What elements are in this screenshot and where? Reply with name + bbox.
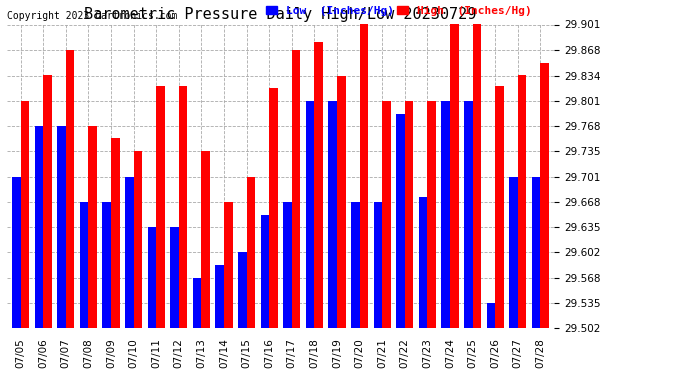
Bar bbox=[396, 114, 405, 328]
Bar bbox=[473, 24, 481, 328]
Bar bbox=[486, 303, 495, 328]
Bar bbox=[292, 50, 300, 328]
Bar bbox=[450, 24, 459, 328]
Bar bbox=[261, 215, 269, 328]
Bar bbox=[179, 86, 188, 328]
Bar bbox=[419, 196, 427, 328]
Bar bbox=[373, 202, 382, 328]
Bar bbox=[464, 100, 473, 328]
Bar bbox=[283, 202, 292, 328]
Bar bbox=[215, 265, 224, 328]
Bar bbox=[315, 42, 323, 328]
Bar bbox=[12, 177, 21, 328]
Bar bbox=[43, 75, 52, 328]
Bar bbox=[134, 151, 142, 328]
Bar bbox=[328, 100, 337, 328]
Bar bbox=[102, 202, 111, 328]
Bar bbox=[405, 100, 413, 328]
Bar bbox=[156, 86, 165, 328]
Bar bbox=[509, 177, 518, 328]
Bar bbox=[193, 278, 201, 328]
Bar bbox=[306, 100, 315, 328]
Bar bbox=[224, 202, 233, 328]
Bar bbox=[351, 202, 359, 328]
Bar bbox=[111, 138, 119, 328]
Bar bbox=[66, 50, 75, 328]
Bar bbox=[442, 100, 450, 328]
Bar bbox=[246, 177, 255, 328]
Legend: Low  (Inches/Hg), High  (Inches/Hg): Low (Inches/Hg), High (Inches/Hg) bbox=[266, 6, 532, 16]
Bar bbox=[238, 252, 246, 328]
Bar bbox=[80, 202, 88, 328]
Bar bbox=[34, 126, 43, 328]
Bar bbox=[170, 227, 179, 328]
Bar bbox=[495, 86, 504, 328]
Bar bbox=[427, 100, 436, 328]
Bar bbox=[148, 227, 156, 328]
Bar bbox=[57, 126, 66, 328]
Bar bbox=[269, 88, 278, 328]
Text: Copyright 2023 Cartronics.com: Copyright 2023 Cartronics.com bbox=[7, 12, 177, 21]
Bar bbox=[518, 75, 526, 328]
Bar bbox=[382, 100, 391, 328]
Bar bbox=[201, 151, 210, 328]
Bar bbox=[125, 177, 134, 328]
Bar bbox=[532, 177, 540, 328]
Bar bbox=[359, 24, 368, 328]
Bar bbox=[21, 100, 29, 328]
Bar bbox=[540, 63, 549, 328]
Title: Barometric Pressure Daily High/Low 20230729: Barometric Pressure Daily High/Low 20230… bbox=[84, 7, 477, 22]
Bar bbox=[337, 75, 346, 328]
Bar bbox=[88, 126, 97, 328]
